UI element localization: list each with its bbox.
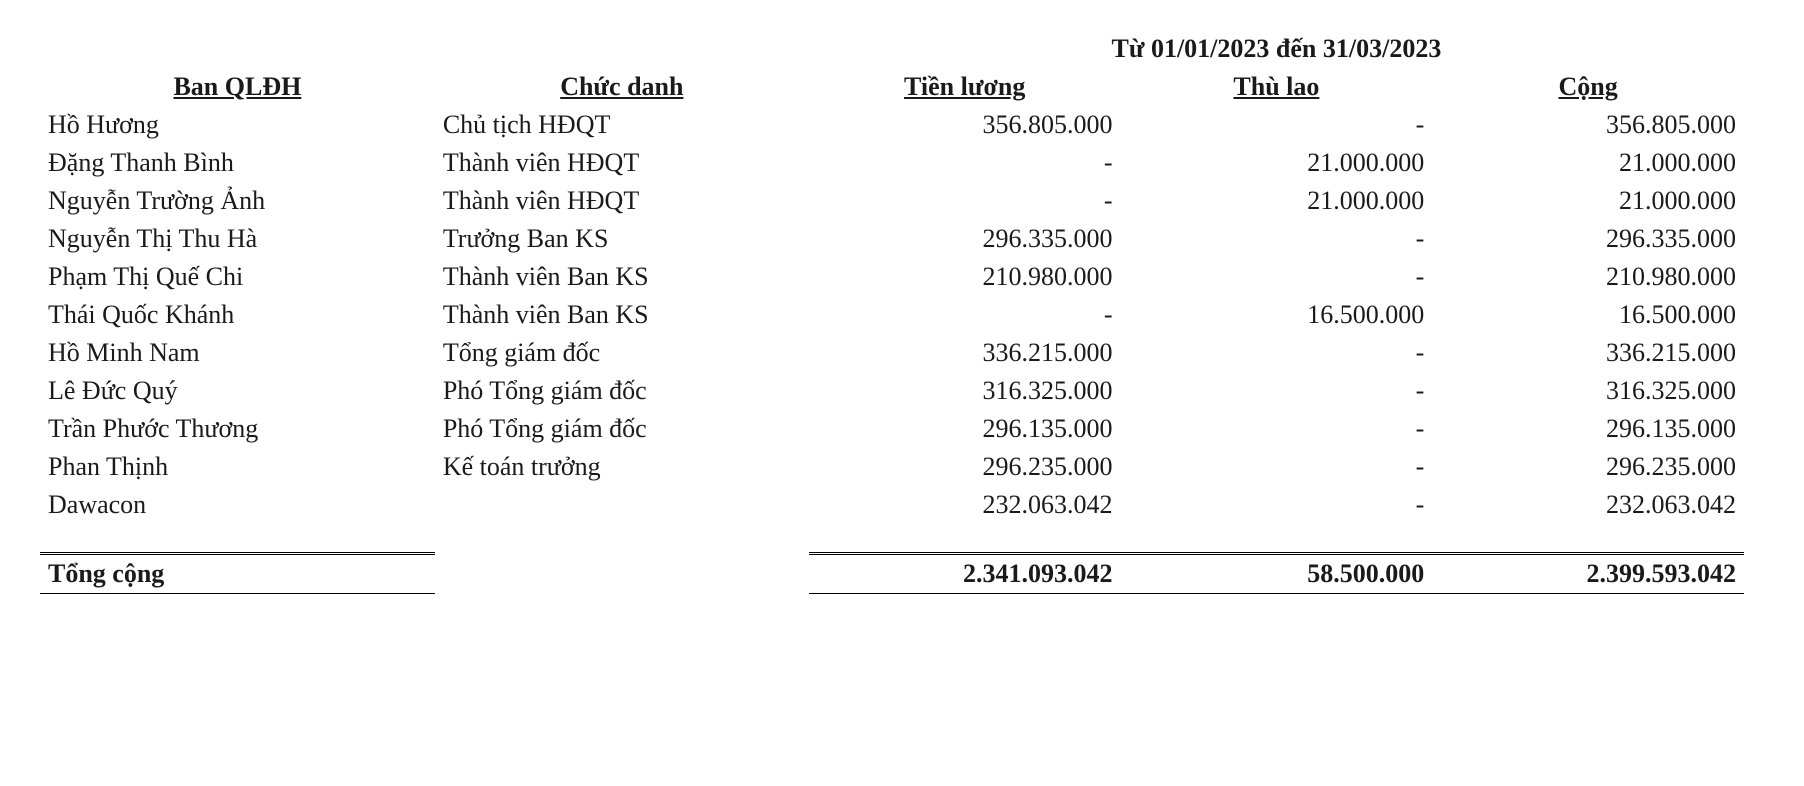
header-salary: Tiền lương [809,68,1121,106]
cell-salary: 232.063.042 [809,486,1121,524]
cell-title: Phó Tổng giám đốc [435,410,809,448]
cell-name: Dawacon [40,486,435,524]
cell-total: 336.215.000 [1432,334,1744,372]
cell-salary: - [809,144,1121,182]
totals-fee: 58.500.000 [1121,554,1433,594]
table-row: Thái Quốc KhánhThành viên Ban KS-16.500.… [40,296,1744,334]
header-row-period: Ban QLĐH Chức danh Từ 01/01/2023 đến 31/… [40,30,1744,68]
cell-name: Trần Phước Thương [40,410,435,448]
cell-name: Đặng Thanh Bình [40,144,435,182]
table-row: Dawacon 232.063.042-232.063.042 [40,486,1744,524]
cell-title: Kế toán trưởng [435,448,809,486]
compensation-table-page: Ban QLĐH Chức danh Từ 01/01/2023 đến 31/… [0,0,1804,786]
cell-title: Chủ tịch HĐQT [435,106,809,144]
cell-title: Tổng giám đốc [435,334,809,372]
cell-title: Thành viên Ban KS [435,258,809,296]
cell-fee: - [1121,334,1433,372]
cell-total: 21.000.000 [1432,144,1744,182]
cell-fee: 16.500.000 [1121,296,1433,334]
totals-row: Tổng cộng 2.341.093.042 58.500.000 2.399… [40,554,1744,594]
header-title: Chức danh [435,30,809,106]
cell-fee: - [1121,106,1433,144]
cell-name: Lê Đức Quý [40,372,435,410]
totals-label: Tổng cộng [40,554,435,594]
totals-blank [435,554,809,594]
table-row: Nguyễn Thị Thu HàTrưởng Ban KS296.335.00… [40,220,1744,258]
table-row: Hồ HươngChủ tịch HĐQT356.805.000-356.805… [40,106,1744,144]
cell-name: Phan Thịnh [40,448,435,486]
cell-fee: - [1121,448,1433,486]
totals-total: 2.399.593.042 [1432,554,1744,594]
cell-salary: 296.135.000 [809,410,1121,448]
table-row: Nguyễn Trường ẢnhThành viên HĐQT-21.000.… [40,182,1744,220]
cell-title: Trưởng Ban KS [435,220,809,258]
cell-total: 210.980.000 [1432,258,1744,296]
cell-fee: 21.000.000 [1121,144,1433,182]
cell-total: 356.805.000 [1432,106,1744,144]
cell-name: Nguyễn Trường Ảnh [40,182,435,220]
cell-total: 232.063.042 [1432,486,1744,524]
cell-salary: - [809,182,1121,220]
table-row: Hồ Minh NamTổng giám đốc336.215.000-336.… [40,334,1744,372]
header-name: Ban QLĐH [40,30,435,106]
cell-total: 296.235.000 [1432,448,1744,486]
cell-fee: 21.000.000 [1121,182,1433,220]
cell-fee: - [1121,372,1433,410]
cell-name: Nguyễn Thị Thu Hà [40,220,435,258]
cell-fee: - [1121,220,1433,258]
totals-salary: 2.341.093.042 [809,554,1121,594]
cell-salary: 210.980.000 [809,258,1121,296]
cell-salary: 316.325.000 [809,372,1121,410]
cell-total: 296.335.000 [1432,220,1744,258]
cell-title: Phó Tổng giám đốc [435,372,809,410]
cell-salary: 356.805.000 [809,106,1121,144]
cell-fee: - [1121,486,1433,524]
cell-name: Thái Quốc Khánh [40,296,435,334]
cell-total: 316.325.000 [1432,372,1744,410]
spacer-row [40,524,1744,554]
cell-title: Thành viên HĐQT [435,182,809,220]
cell-salary: 296.335.000 [809,220,1121,258]
cell-salary: 296.235.000 [809,448,1121,486]
cell-name: Hồ Minh Nam [40,334,435,372]
cell-fee: - [1121,410,1433,448]
cell-title: Thành viên Ban KS [435,296,809,334]
cell-total: 16.500.000 [1432,296,1744,334]
table-row: Phạm Thị Quế ChiThành viên Ban KS210.980… [40,258,1744,296]
cell-title [435,486,809,524]
cell-salary: 336.215.000 [809,334,1121,372]
compensation-table: Ban QLĐH Chức danh Từ 01/01/2023 đến 31/… [40,30,1744,594]
table-row: Lê Đức QuýPhó Tổng giám đốc316.325.000-3… [40,372,1744,410]
cell-name: Hồ Hương [40,106,435,144]
cell-fee: - [1121,258,1433,296]
table-body: Hồ HươngChủ tịch HĐQT356.805.000-356.805… [40,106,1744,524]
cell-name: Phạm Thị Quế Chi [40,258,435,296]
header-total: Cộng [1432,68,1744,106]
table-row: Đặng Thanh BìnhThành viên HĐQT-21.000.00… [40,144,1744,182]
cell-salary: - [809,296,1121,334]
cell-title: Thành viên HĐQT [435,144,809,182]
cell-total: 296.135.000 [1432,410,1744,448]
cell-total: 21.000.000 [1432,182,1744,220]
table-row: Trần Phước ThươngPhó Tổng giám đốc296.13… [40,410,1744,448]
header-fee: Thù lao [1121,68,1433,106]
table-row: Phan ThịnhKế toán trưởng296.235.000-296.… [40,448,1744,486]
header-period: Từ 01/01/2023 đến 31/03/2023 [809,30,1744,68]
